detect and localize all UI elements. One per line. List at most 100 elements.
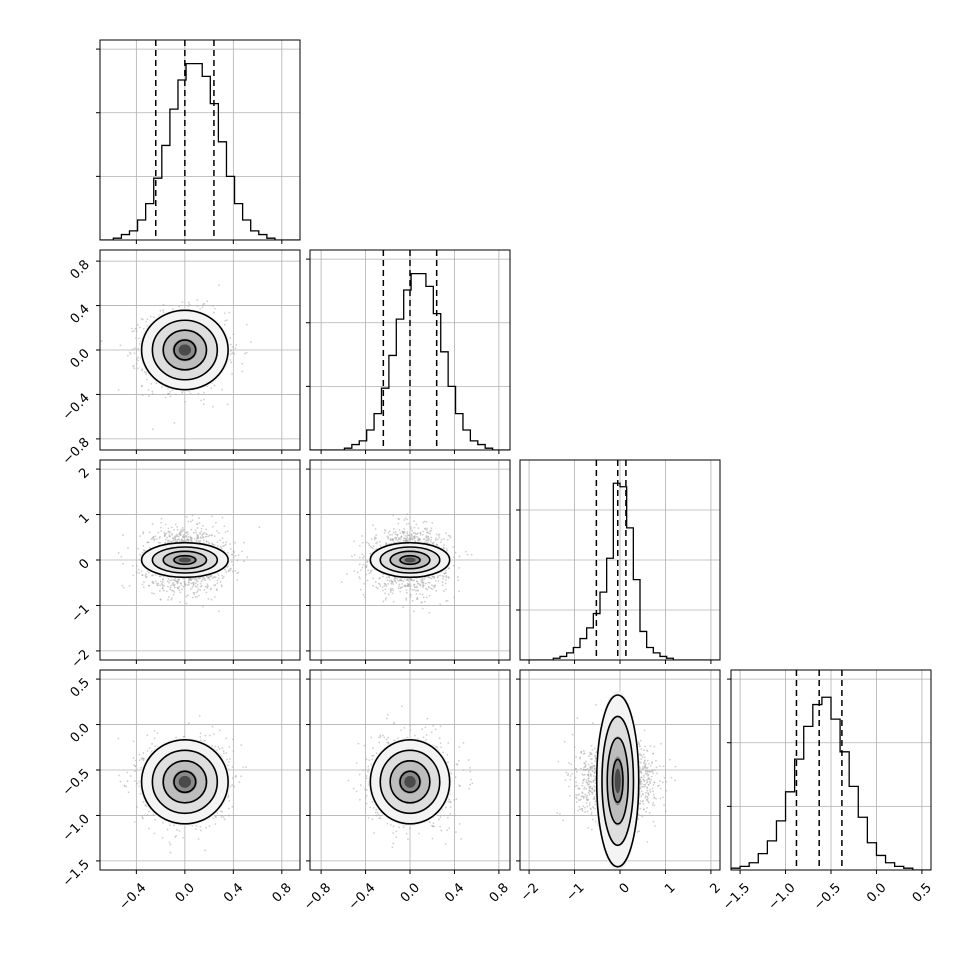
scatter-point — [154, 580, 157, 583]
scatter-point — [405, 589, 408, 592]
scatter-point — [132, 365, 134, 368]
scatter-point — [425, 587, 427, 590]
scatter-point — [421, 601, 424, 603]
scatter-point — [196, 583, 199, 586]
scatter-point — [145, 573, 148, 575]
scatter-point — [458, 555, 461, 558]
scatter-point — [229, 343, 232, 346]
scatter-point — [452, 564, 455, 567]
scatter-point — [191, 514, 194, 517]
scatter-point — [361, 566, 364, 569]
scatter-point — [210, 534, 213, 537]
scatter-point — [153, 539, 156, 542]
scatter-point — [165, 590, 168, 593]
scatter-point — [224, 320, 227, 322]
scatter-point — [220, 547, 223, 549]
scatter-point — [361, 553, 364, 556]
scatter-point — [363, 582, 365, 585]
scatter-point — [353, 554, 356, 556]
scatter-point — [195, 585, 198, 588]
scatter-point — [169, 395, 172, 398]
scatter-point — [358, 576, 361, 578]
scatter-point — [372, 524, 374, 527]
scatter-point — [418, 583, 421, 586]
scatter-point — [161, 821, 164, 824]
scatter-point — [426, 541, 429, 544]
scatter-point — [445, 575, 448, 577]
scatter-point — [140, 369, 143, 372]
scatter-point — [152, 813, 155, 816]
scatter-point — [190, 528, 193, 531]
scatter-point — [423, 527, 426, 530]
scatter-point — [234, 541, 236, 544]
scatter-point — [388, 575, 390, 578]
scatter-point — [427, 575, 430, 578]
scatter-point — [172, 593, 175, 596]
scatter-point — [162, 303, 165, 306]
scatter-point — [441, 574, 444, 577]
scatter-point — [177, 535, 180, 538]
scatter-point — [194, 585, 197, 588]
scatter-point — [443, 547, 445, 550]
scatter-point — [365, 573, 368, 576]
scatter-point — [141, 583, 144, 586]
scatter-point — [231, 352, 234, 355]
scatter-point — [233, 551, 236, 554]
scatter-point — [409, 585, 412, 587]
scatter-point — [203, 398, 205, 401]
scatter-point — [452, 546, 455, 548]
scatter-point — [222, 575, 225, 578]
scatter-point — [425, 535, 428, 538]
scatter-point — [200, 530, 203, 533]
scatter-point — [154, 535, 157, 537]
scatter-point — [178, 305, 181, 308]
scatter-point — [401, 586, 404, 589]
scatter-point — [411, 599, 414, 602]
scatter-point — [374, 581, 377, 583]
scatter-point — [174, 578, 176, 581]
scatter-point — [162, 585, 164, 588]
contour-line-3 — [173, 339, 197, 361]
scatter-point — [361, 541, 364, 544]
scatter-point — [416, 583, 419, 585]
scatter-point — [388, 576, 391, 579]
scatter-point — [430, 538, 432, 541]
scatter-point — [176, 535, 179, 537]
scatter-point — [232, 556, 235, 559]
scatter-point — [132, 574, 135, 577]
scatter-point — [227, 570, 230, 573]
scatter-point — [191, 586, 194, 589]
scatter-point — [379, 585, 382, 587]
scatter-point — [192, 583, 195, 586]
scatter-point — [402, 606, 405, 609]
scatter-point — [375, 542, 378, 545]
scatter-point — [406, 536, 408, 539]
scatter-point — [353, 540, 355, 543]
scatter-point — [417, 527, 420, 530]
scatter-point — [193, 537, 196, 540]
contour-line-0 — [140, 309, 229, 391]
scatter-point — [135, 362, 138, 365]
scatter-point — [148, 584, 151, 587]
scatter-point — [167, 585, 169, 588]
scatter-point — [185, 515, 188, 518]
scatter-point — [135, 330, 138, 333]
scatter-point — [218, 729, 221, 732]
scatter-point — [200, 527, 203, 530]
scatter-point — [389, 539, 392, 542]
scatter-point — [172, 589, 175, 592]
scatter-point — [419, 593, 421, 595]
scatter-point — [196, 590, 199, 592]
scatter-point — [406, 513, 409, 515]
scatter-point — [211, 577, 214, 580]
scatter-point — [184, 401, 186, 403]
scatter-point — [421, 607, 424, 610]
scatter-point — [211, 515, 214, 518]
scatter-point — [187, 536, 190, 538]
scatter-point — [413, 531, 416, 534]
scatter-point — [437, 580, 440, 583]
scatter-point — [373, 538, 376, 541]
scatter-point — [198, 531, 201, 534]
scatter-point — [443, 538, 446, 540]
scatter-point — [204, 734, 207, 737]
